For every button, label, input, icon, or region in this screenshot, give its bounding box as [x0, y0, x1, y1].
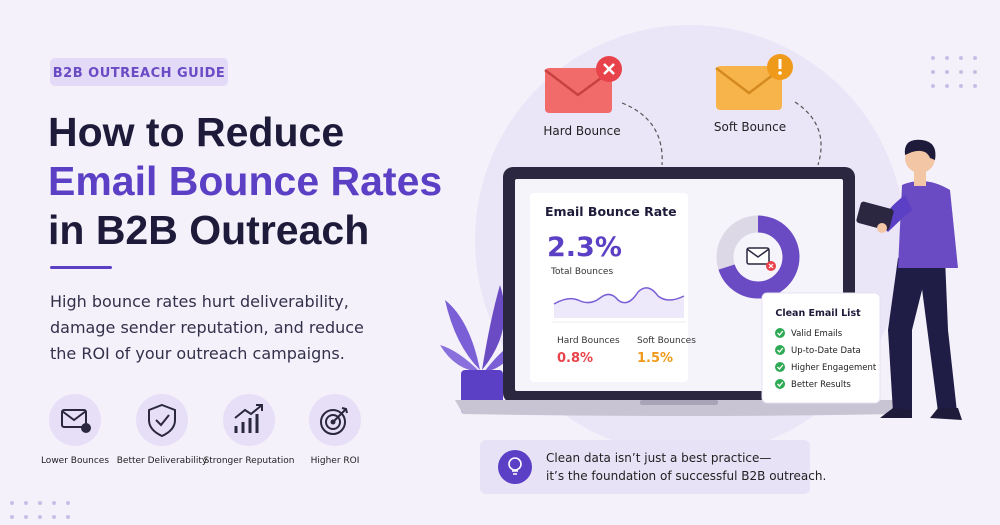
- soft-bounce-stat: 1.5%: [637, 351, 673, 366]
- check-mark: [777, 347, 784, 353]
- person: [856, 139, 962, 420]
- feature: Lower Bounces: [41, 394, 109, 466]
- clean-list-item: Better Results: [791, 380, 851, 390]
- dots-bottom-left: [10, 501, 70, 519]
- callout-line: Clean data isn’t just a best practice—: [546, 451, 771, 465]
- callout-line: it’s the foundation of successful B2B ou…: [546, 469, 826, 483]
- sparkline: [553, 287, 685, 305]
- clean-list-item: Valid Emails: [791, 329, 843, 339]
- feature: Better Deliverability: [117, 394, 208, 466]
- bulb-icon: [508, 457, 522, 475]
- hard-bounce-icon: [544, 56, 622, 113]
- check-mark: [777, 364, 784, 370]
- total-bounce-label: Total Bounces: [550, 267, 613, 277]
- hard-bounce-label: Hard Bounce: [543, 124, 620, 138]
- soft-bounce-stat-label: Soft Bounces: [637, 336, 696, 346]
- feature-label: Lower Bounces: [41, 456, 109, 466]
- description-line: damage sender reputation, and reduce: [50, 318, 364, 337]
- check-mark: [777, 330, 784, 336]
- feature: Stronger Reputation: [204, 394, 295, 466]
- description-line: the ROI of your outreach campaigns.: [50, 344, 345, 363]
- check-icon: [775, 362, 785, 372]
- hard-bounce-stat-label: Hard Bounces: [557, 336, 620, 346]
- feature-label: Stronger Reputation: [204, 456, 295, 466]
- donut: [716, 215, 800, 299]
- title-line: How to Reduce: [48, 109, 344, 155]
- bulb-icon-bg: [498, 450, 532, 484]
- soft-bounce-icon: [715, 54, 793, 110]
- connector: [794, 101, 822, 166]
- clean-list-item: Up-to-Date Data: [791, 346, 861, 356]
- dashboard-card: [530, 193, 688, 382]
- check-icon: [775, 345, 785, 355]
- feature-label: Higher ROI: [311, 456, 360, 466]
- title-line: Email Bounce Rates: [48, 158, 442, 204]
- clean-list-card: [761, 292, 881, 404]
- sparkline-area: [554, 287, 684, 318]
- connector: [621, 102, 663, 166]
- badge: B2B OUTREACH GUIDE: [53, 66, 226, 81]
- check-mark: [777, 381, 784, 387]
- title-line: in B2B Outreach: [48, 207, 369, 253]
- total-bounce-rate: 2.3%: [547, 232, 622, 263]
- check-icon: [775, 328, 785, 338]
- feature: Higher ROI: [309, 394, 361, 466]
- callout-box: [480, 440, 810, 494]
- clean-list: Valid Emails Up-to-Date Data Higher Engage…: [775, 328, 877, 390]
- clean-list-title: Clean Email List: [775, 308, 861, 319]
- check-icon: [775, 379, 785, 389]
- soft-bounce-label: Soft Bounce: [714, 120, 786, 134]
- dashboard-title: Email Bounce Rate: [545, 204, 677, 219]
- description-line: High bounce rates hurt deliverability,: [50, 292, 349, 311]
- dots-top-right: [931, 56, 977, 88]
- badge-bg: [50, 58, 228, 86]
- feature-label: Better Deliverability: [117, 456, 208, 466]
- clean-list-item: Higher Engagement: [791, 363, 877, 373]
- title-underline: [50, 266, 112, 269]
- hard-bounce-stat: 0.8%: [557, 351, 593, 366]
